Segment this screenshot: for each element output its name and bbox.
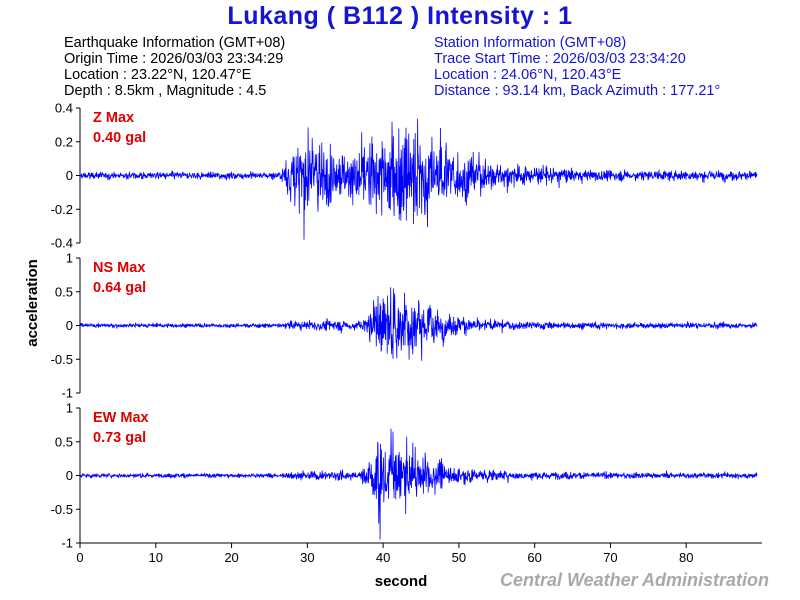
y-tick-label-z: -0.4 <box>51 236 73 251</box>
y-tick-label-z: 0 <box>66 168 73 183</box>
earthquake-info-heading: Earthquake Information (GMT+08) <box>64 35 286 51</box>
y-tick-label-ns: -1 <box>61 386 73 401</box>
y-tick-label-ew: 0 <box>66 468 73 483</box>
y-tick-label-ew: 1 <box>66 401 73 416</box>
x-tick-label: 20 <box>224 550 238 565</box>
y-tick-label-z: -0.2 <box>51 202 73 217</box>
y-tick-label-ns: 0 <box>66 318 73 333</box>
trace-start-time: Trace Start Time : 2026/03/03 23:34:20 <box>434 51 686 67</box>
trace-z <box>79 118 758 240</box>
max-label-z: Z Max <box>93 110 134 126</box>
x-tick-label: 0 <box>76 550 83 565</box>
station-location: Location : 24.06°N, 120.43°E <box>434 67 622 83</box>
x-tick-label: 10 <box>149 550 163 565</box>
y-tick-label-ns: -0.5 <box>51 352 73 367</box>
y-tick-label-z: 0.4 <box>55 101 73 116</box>
epicenter-location: Location : 23.22°N, 120.47°E <box>64 67 252 83</box>
distance-azimuth: Distance : 93.14 km, Back Azimuth : 177.… <box>434 83 721 99</box>
origin-time: Origin Time : 2026/03/03 23:34:29 <box>64 51 284 67</box>
x-tick-label: 80 <box>679 550 693 565</box>
y-tick-label-ns: 1 <box>66 251 73 266</box>
x-tick-label: 40 <box>376 550 390 565</box>
y-tick-label-z: 0.2 <box>55 134 73 149</box>
depth-magnitude: Depth : 8.5km , Magnitude : 4.5 <box>64 83 267 99</box>
y-tick-label-ew: -1 <box>61 536 73 551</box>
station-info: Station Information (GMT+08) Trace Start… <box>434 35 720 99</box>
earthquake-info: Earthquake Information (GMT+08) Origin T… <box>64 35 285 99</box>
x-axis-title: second <box>375 573 428 590</box>
x-tick-label: 50 <box>452 550 466 565</box>
page-title: Lukang ( B112 ) Intensity : 1 <box>227 2 573 30</box>
max-label-ns: NS Max <box>93 260 145 276</box>
max-value-z: 0.40 gal <box>93 130 146 146</box>
credit-text: Central Weather Administration <box>499 570 769 590</box>
y-tick-label-ew: 0.5 <box>55 434 73 449</box>
trace-ew <box>79 428 758 540</box>
trace-ns <box>79 287 758 361</box>
max-label-ew: EW Max <box>93 410 149 426</box>
y-tick-label-ew: -0.5 <box>51 502 73 517</box>
max-value-ew: 0.73 gal <box>93 430 146 446</box>
y-axis-title: acceleration <box>24 259 41 347</box>
x-tick-label: 60 <box>527 550 541 565</box>
y-tick-label-ns: 0.5 <box>55 284 73 299</box>
max-value-ns: 0.64 gal <box>93 280 146 296</box>
station-info-heading: Station Information (GMT+08) <box>434 35 627 51</box>
x-tick-label: 30 <box>300 550 314 565</box>
x-tick-label: 70 <box>603 550 617 565</box>
